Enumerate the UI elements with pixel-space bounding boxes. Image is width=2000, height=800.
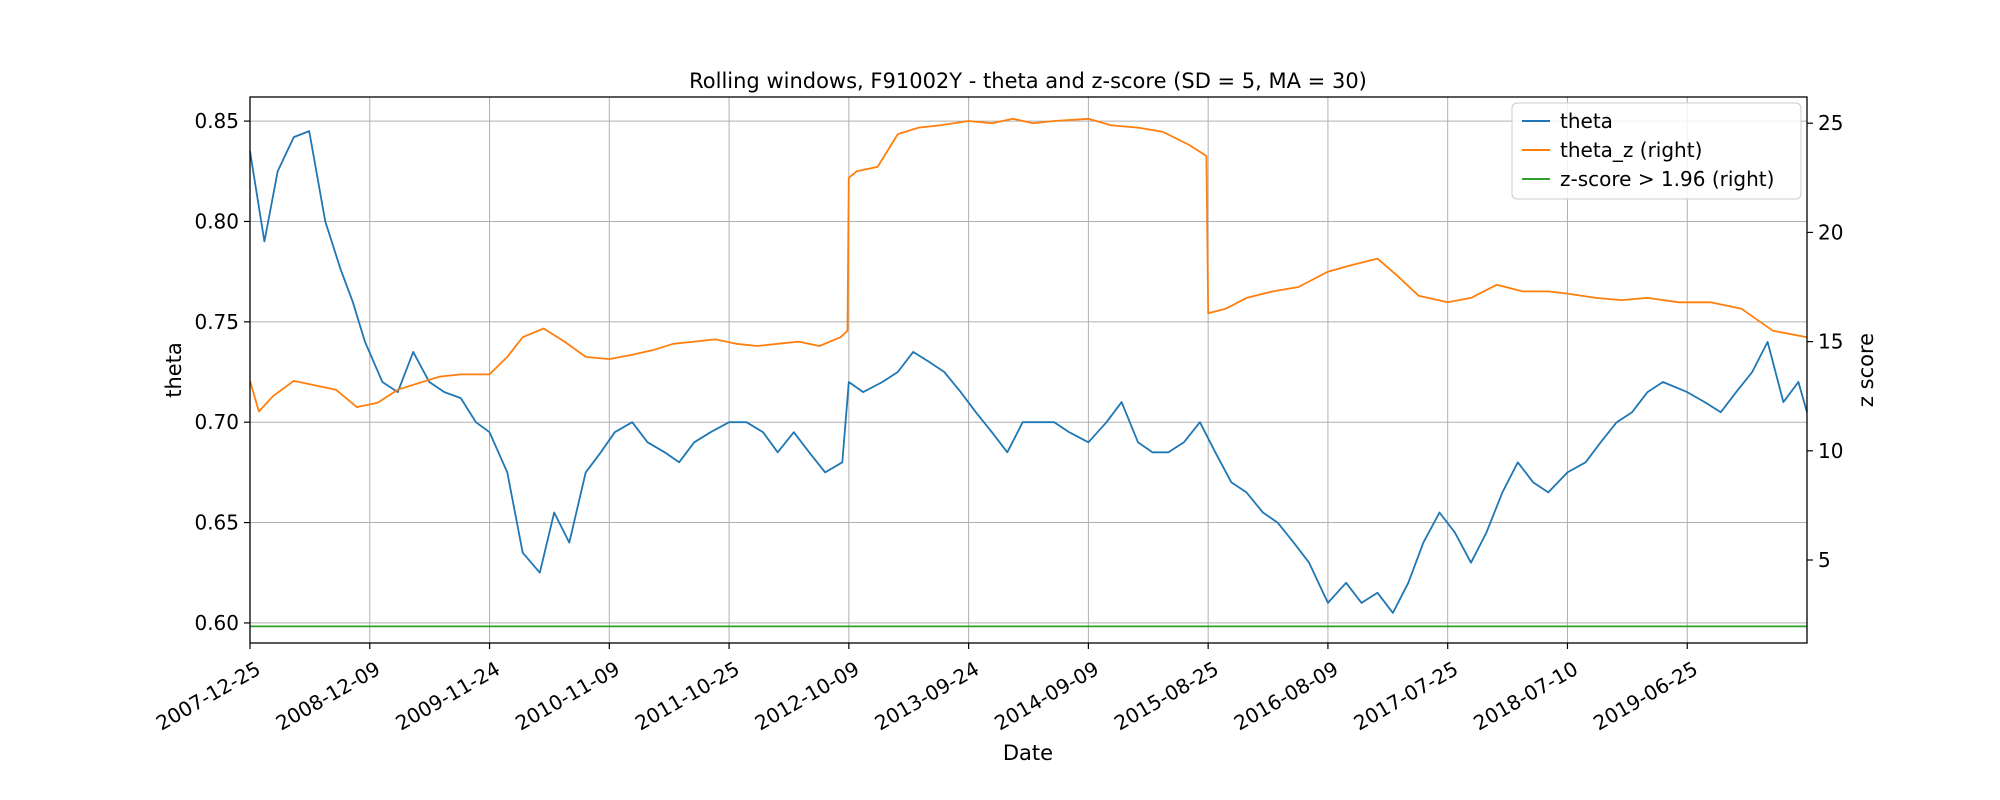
y-right-tick-label: 10 — [1818, 439, 1843, 463]
x-tick-label: 2017-07-25 — [1350, 656, 1463, 735]
legend-box — [1511, 102, 1802, 200]
x-tick-label: 2007-12-25 — [152, 656, 265, 735]
legend-label-zscore: z-score > 1.96 (right) — [1560, 167, 1774, 191]
x-tick-label: 2010-11-09 — [511, 656, 624, 735]
x-tick-label: 2009-11-24 — [391, 656, 504, 735]
y-axis-left-label: theta — [162, 342, 186, 398]
y-left-tick-label: 0.80 — [194, 209, 239, 233]
x-tick-label: 2018-07-10 — [1469, 656, 1582, 735]
x-tick-label: 2014-09-09 — [990, 656, 1103, 735]
x-tick-label: 2019-06-25 — [1589, 656, 1702, 735]
x-tick-label: 2015-08-25 — [1110, 656, 1223, 735]
plot-frame — [249, 96, 1808, 644]
legend-label-theta: theta — [1560, 109, 1613, 133]
y-right-tick-label: 20 — [1818, 220, 1843, 244]
legend: theta theta_z (right) z-score > 1.96 (ri… — [1511, 102, 1802, 200]
x-tick-label: 2012-10-09 — [751, 656, 864, 735]
y-left-tick-label: 0.60 — [194, 611, 239, 635]
x-tick-label: 2013-09-24 — [870, 656, 983, 735]
x-tick-label: 2008-12-09 — [272, 656, 385, 735]
theta-z-series-line — [249, 117, 1808, 413]
x-tick-label: 2011-10-25 — [631, 656, 744, 735]
chart-title: Rolling windows, F91002Y - theta and z-s… — [689, 69, 1367, 93]
x-tick-label: 2016-08-09 — [1230, 656, 1343, 735]
y-right-tick-label: 25 — [1818, 111, 1843, 135]
x-axis-label: Date — [1003, 741, 1053, 765]
y-left-tick-label: 0.70 — [194, 410, 239, 434]
y-axis-right-label: z score — [1854, 333, 1878, 407]
y-left-tick-label: 0.75 — [194, 310, 239, 334]
y-right-tick-label: 5 — [1818, 548, 1831, 572]
theta-series-line — [249, 130, 1808, 614]
y-left-tick-label: 0.85 — [194, 109, 239, 133]
y-left-tick-label: 0.65 — [194, 511, 239, 535]
y-right-tick-label: 15 — [1818, 330, 1843, 354]
legend-label-theta-z: theta_z (right) — [1560, 138, 1702, 162]
series-layer — [249, 117, 1808, 628]
